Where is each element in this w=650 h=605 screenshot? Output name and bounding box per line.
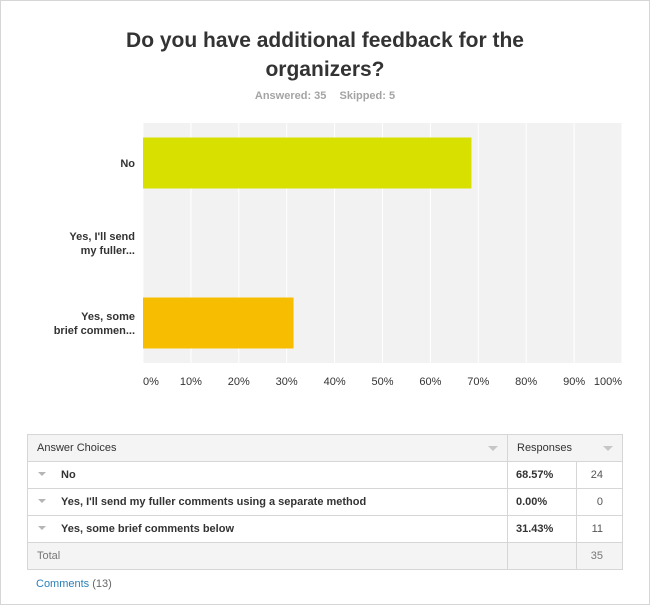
answer-choices-header-label: Answer Choices [37, 442, 117, 454]
response-percent: 0.00% [507, 488, 577, 516]
answer-choice-label: Yes, I'll send my fuller comments using … [61, 496, 367, 508]
row-expand-caret-icon[interactable] [38, 499, 46, 504]
total-row: Total 35 [27, 542, 623, 570]
x-tick-label: 100% [594, 376, 622, 388]
table-row: Yes, some brief comments below 31.43% 11 [27, 515, 623, 543]
total-label: Total [27, 542, 508, 570]
answer-choices-header[interactable]: Answer Choices [27, 434, 508, 462]
responses-header[interactable]: Responses [507, 434, 623, 462]
sort-caret-icon[interactable] [603, 446, 613, 451]
table-row: Yes, I'll send my fuller comments using … [27, 488, 623, 516]
x-tick-label: 10% [180, 376, 202, 388]
response-count: 11 [576, 515, 623, 543]
category-label-line: No [120, 158, 135, 170]
comments-link[interactable]: Comments [36, 578, 90, 590]
sort-caret-icon[interactable] [488, 446, 498, 451]
question-title-line-1: Do you have additional feedback for the [126, 29, 524, 52]
answer-choice-label: No [61, 469, 76, 481]
response-percent: 68.57% [507, 461, 577, 489]
category-label-line: Yes, I'll send [69, 231, 135, 243]
category-label-line: brief commen... [54, 325, 135, 337]
row-expand-caret-icon[interactable] [38, 472, 46, 477]
x-tick-label: 70% [467, 376, 489, 388]
category-label-line: Yes, some [81, 311, 135, 323]
x-tick-label: 60% [419, 376, 441, 388]
row-expand-caret-icon[interactable] [38, 526, 46, 531]
table-header-row: Answer Choices Responses [27, 434, 623, 462]
x-tick-label: 0% [143, 376, 159, 388]
x-tick-label: 20% [228, 376, 250, 388]
responses-header-label: Responses [517, 442, 573, 454]
category-label: Yes, I'll send my fuller... [69, 231, 135, 257]
total-value: 35 [576, 542, 623, 570]
x-tick-label: 80% [515, 376, 537, 388]
response-percent: 31.43% [507, 515, 577, 543]
response-count: 0 [576, 488, 623, 516]
answer-choice-label: Yes, some brief comments below [61, 523, 235, 535]
category-label: Yes, some brief commen... [54, 311, 135, 337]
question-title: Do you have additional feedback for the … [0, 26, 650, 84]
x-tick-label: 90% [563, 376, 585, 388]
category-label: No [120, 158, 135, 170]
answer-table: Answer Choices Responses No 68.57% 24 Ye… [27, 434, 623, 570]
bar-chart: No Yes, I'll send my fuller... Yes, some bri… [54, 123, 623, 388]
category-label-line: my fuller... [81, 245, 135, 257]
bar[interactable] [143, 137, 472, 189]
question-title-line-2: organizers? [265, 58, 385, 81]
x-tick-label: 50% [371, 376, 393, 388]
comments-link-row: Comments (13) [36, 578, 112, 590]
bar[interactable] [143, 297, 294, 349]
comments-count: (13) [92, 578, 112, 590]
answered-count: Answered: 35 [254, 90, 327, 102]
response-stats: Answered: 35 Skipped: 5 [0, 90, 650, 102]
skipped-count: Skipped: 5 [339, 90, 396, 102]
x-tick-label: 40% [324, 376, 346, 388]
response-count: 24 [576, 461, 623, 489]
x-tick-label: 30% [276, 376, 298, 388]
table-row: No 68.57% 24 [27, 461, 623, 489]
